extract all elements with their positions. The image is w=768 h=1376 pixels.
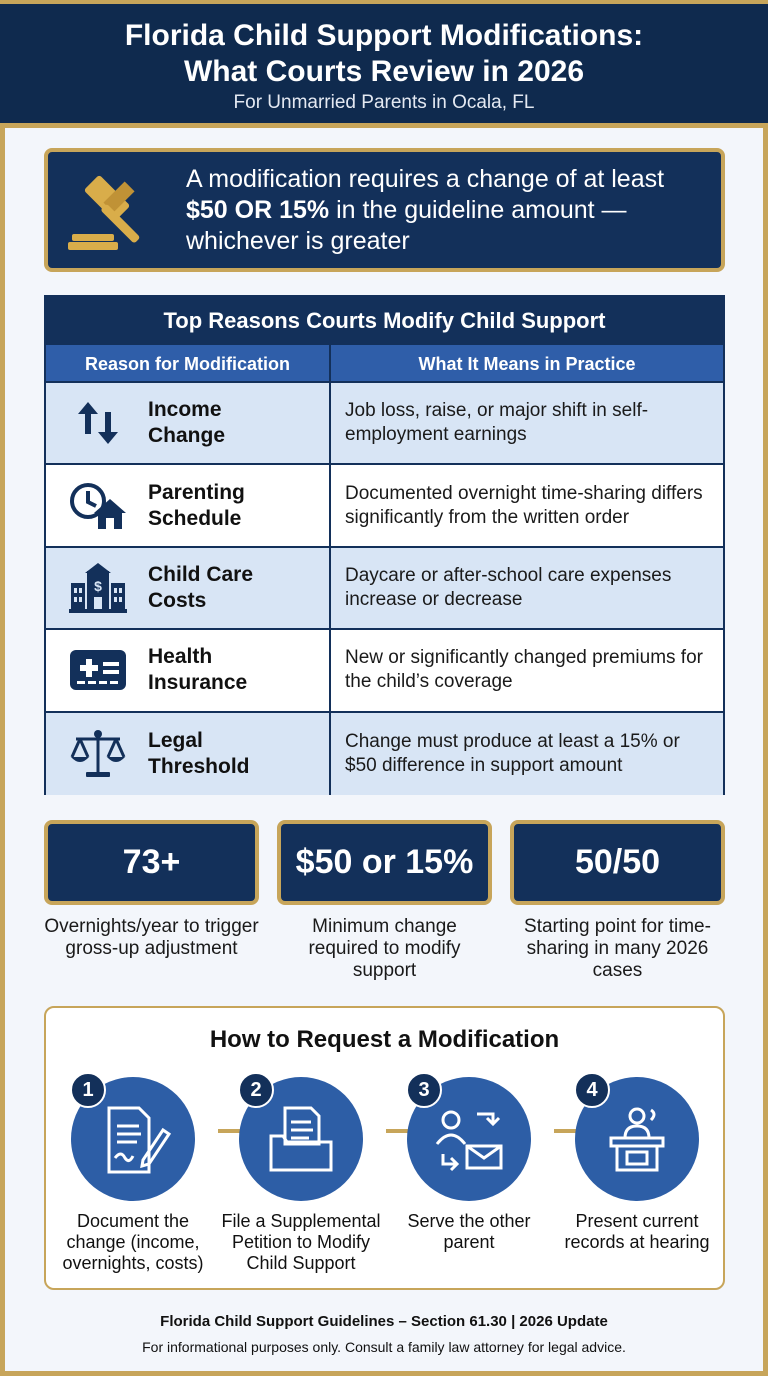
table-row: $ Child Care Costs Daycare or after-schoo…	[46, 547, 723, 631]
step-number: 3	[406, 1072, 442, 1108]
steps-title: How to Request a Modification	[209, 1026, 560, 1053]
table-row: Income Change Job loss, raise, or major s…	[46, 383, 723, 466]
document-pen-icon	[107, 1106, 172, 1174]
footer-disclaimer: For informational purposes only. Consult…	[142, 1339, 626, 1355]
step-number: 4	[574, 1072, 610, 1108]
threshold-callout: A modification requires a change of at l…	[44, 148, 725, 272]
stat-overnights: 73+ Overnights/year to trigger gross-up …	[44, 820, 259, 960]
reason-label: Parenting Schedule	[148, 480, 245, 530]
stat-time-sharing: 50/50 Starting point for time-sharing in…	[510, 820, 725, 982]
meaning-cell: Documented overnight time-sharing differ…	[345, 482, 703, 528]
reasons-table: Top Reasons Courts Modify Child Support …	[44, 295, 725, 795]
step-caption: File a Supplemental Petition to Modify C…	[221, 1211, 381, 1273]
svg-text:$: $	[94, 578, 102, 594]
step-caption: Document the change (income, overnights,…	[62, 1211, 204, 1273]
callout-line-2: in the guideline amount —	[329, 196, 627, 224]
person-mail-icon	[435, 1110, 503, 1172]
up-down-arrows-icon	[68, 400, 128, 446]
table-title: Top Reasons Courts Modify Child Support	[46, 297, 723, 345]
callout-line-3: whichever is greater	[186, 227, 410, 255]
frame-left	[0, 0, 5, 1376]
table-row: Health Insurance New or significantly cha…	[46, 630, 723, 713]
meaning-cell: Change must produce at least a 15% or $5…	[345, 730, 680, 776]
header-banner: Florida Child Support Modifications: Wha…	[0, 0, 768, 128]
health-card-icon	[68, 647, 128, 693]
table-row: Parenting Schedule Documented overnight t…	[46, 465, 723, 548]
column-header-meaning: What It Means in Practice	[418, 354, 636, 374]
footer-source: Florida Child Support Guidelines – Secti…	[160, 1313, 608, 1330]
scales-icon	[68, 729, 128, 777]
meaning-cell: New or significantly changed premiums fo…	[345, 647, 703, 693]
podium-speaker-icon	[609, 1107, 665, 1172]
school-building-icon: $	[68, 562, 128, 613]
title-line-1: Florida Child Support Modifications:	[124, 19, 644, 52]
stat-caption: Starting point for time-sharing in many …	[524, 916, 711, 981]
stat-value: 73+	[44, 820, 259, 905]
meaning-cell: Daycare or after-school care expenses in…	[345, 564, 672, 610]
key-stats: 73+ Overnights/year to trigger gross-up …	[44, 820, 725, 990]
table-row: Legal Threshold Change must produce at le…	[46, 712, 723, 795]
stat-value: $50 or 15%	[277, 820, 492, 905]
callout-highlight: $50 OR 15%	[186, 196, 330, 224]
table-header-row: Reason for Modification What It Means in…	[46, 345, 723, 383]
frame-bottom	[0, 1371, 768, 1376]
gavel-icon	[68, 175, 140, 250]
step-number: 1	[70, 1072, 106, 1108]
callout-line-1: A modification requires a change of at l…	[186, 165, 665, 193]
meaning-cell: Job loss, raise, or major shift in self-…	[345, 400, 649, 446]
request-steps-panel: How to Request a Modification 1 Document…	[44, 1006, 725, 1290]
stat-caption: Minimum change required to modify suppor…	[308, 916, 461, 981]
file-folder-icon	[269, 1106, 333, 1172]
reason-label: Child Care Costs	[148, 562, 254, 612]
reason-label: Health Insurance	[148, 645, 248, 695]
reason-label: Income Change	[148, 398, 226, 448]
callout-text: A modification requires a change of at l…	[186, 164, 707, 257]
clock-house-icon	[68, 482, 128, 529]
stat-caption: Overnights/year to trigger gross-up adju…	[44, 916, 259, 959]
step-caption: Present current records at hearing	[564, 1211, 710, 1252]
step-number: 2	[238, 1072, 274, 1108]
column-header-reason: Reason for Modification	[46, 345, 331, 381]
frame-right	[763, 0, 768, 1376]
page-title: Florida Child Support Modifications: Wha…	[0, 18, 768, 90]
title-line-2: What Courts Review in 2026	[183, 55, 585, 88]
stat-value: 50/50	[510, 820, 725, 905]
stat-minimum-change: $50 or 15% Minimum change required to mo…	[277, 820, 492, 982]
reason-label: Legal Threshold	[148, 728, 250, 778]
step-caption: Serve the other parent	[407, 1211, 531, 1252]
page-subtitle: For Unmarried Parents in Ocala, FL	[233, 92, 535, 113]
